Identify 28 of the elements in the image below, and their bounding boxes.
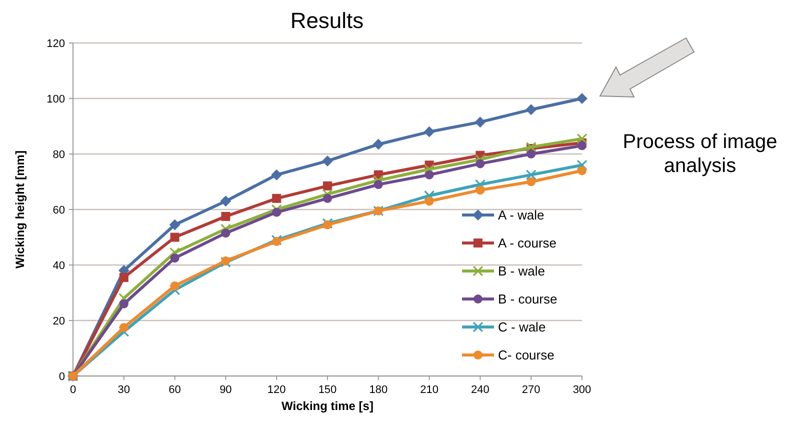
text: Process of image analysis (622, 131, 778, 177)
x-tick-label: 60 (168, 384, 181, 396)
y-tick-label: 20 (52, 315, 65, 328)
y-tick-label: 60 (52, 204, 65, 216)
legend-label: A - wale (498, 208, 544, 223)
x-tick-label: 150 (318, 384, 337, 396)
x-tick-label: 240 (471, 384, 490, 396)
x-tick-label: 180 (369, 384, 388, 396)
legend-label: C - wale (498, 320, 546, 335)
x-tick-label: 120 (267, 384, 286, 396)
y-axis-title: Wicking height [mm] (13, 150, 27, 268)
x-tick-label: 270 (522, 384, 540, 396)
x-tick-label: 0 (70, 384, 76, 396)
x-tick-label: 90 (220, 384, 232, 396)
legend-label: A - course (498, 236, 557, 251)
y-tick-label: 0 (58, 370, 65, 383)
y-tick-label: 100 (46, 93, 65, 106)
x-tick-label: 210 (420, 384, 438, 396)
legend-label: B - wale (498, 264, 545, 279)
y-tick-label: 80 (52, 148, 65, 161)
y-tick-label: 40 (52, 260, 65, 272)
legend-label: C- course (498, 348, 554, 363)
x-tick-label: 300 (572, 384, 592, 396)
legend-label: B - course (498, 292, 558, 307)
y-tick-label: 120 (46, 38, 65, 50)
x-tick-label: 30 (118, 384, 130, 396)
x-axis-title: Wicking time [s] (282, 399, 374, 413)
chart-title: Results (290, 8, 364, 33)
